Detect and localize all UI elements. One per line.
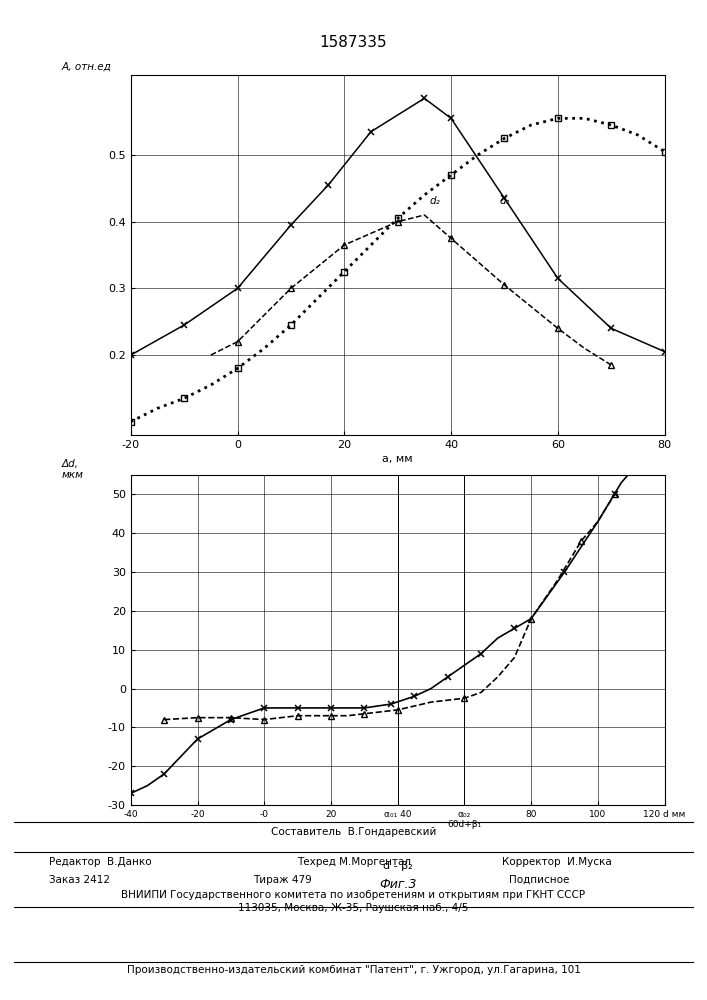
Text: ВНИИПИ Государственного комитета по изобретениям и открытиям при ГКНТ СССР: ВНИИПИ Государственного комитета по изоб… bbox=[122, 890, 585, 900]
Text: Тираж 479: Тираж 479 bbox=[253, 875, 312, 885]
Text: Фиг.2: Фиг.2 bbox=[379, 489, 416, 502]
Text: Фиг.3: Фиг.3 bbox=[379, 878, 416, 891]
Text: d₂: d₂ bbox=[430, 196, 440, 206]
Text: Техред М.Моргентал: Техред М.Моргентал bbox=[297, 857, 411, 867]
Text: Производственно-издательский комбинат "Патент", г. Ужгород, ул.Гагарина, 101: Производственно-издательский комбинат "П… bbox=[127, 965, 580, 975]
Text: Δd,
мкм: Δd, мкм bbox=[62, 458, 83, 480]
Text: 1587335: 1587335 bbox=[320, 35, 387, 50]
Text: Заказ 2412: Заказ 2412 bbox=[49, 875, 110, 885]
Text: Корректор  И.Муска: Корректор И.Муска bbox=[502, 857, 612, 867]
Text: 113035, Москва, Ж-35, Раушская наб., 4/5: 113035, Москва, Ж-35, Раушская наб., 4/5 bbox=[238, 903, 469, 913]
Text: A, отн.ед: A, отн.ед bbox=[62, 61, 111, 71]
Text: Подписное: Подписное bbox=[509, 875, 569, 885]
X-axis label: а, мм: а, мм bbox=[382, 454, 413, 464]
Text: Составитель  В.Гондаревский: Составитель В.Гондаревский bbox=[271, 827, 436, 837]
Text: d - β₂: d - β₂ bbox=[383, 861, 412, 871]
Text: d₁: d₁ bbox=[499, 196, 510, 206]
Text: Редактор  В.Данко: Редактор В.Данко bbox=[49, 857, 152, 867]
